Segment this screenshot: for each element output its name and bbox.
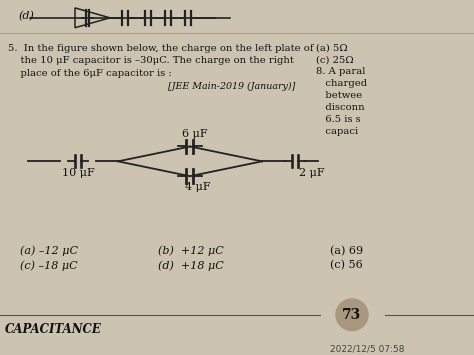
Text: the 10 μF capacitor is –30μC. The charge on the right: the 10 μF capacitor is –30μC. The charge… xyxy=(8,56,294,65)
Text: (a) 69: (a) 69 xyxy=(330,245,363,256)
Text: (b)  +12 μC: (b) +12 μC xyxy=(158,245,224,256)
Circle shape xyxy=(336,299,368,331)
Text: betwee: betwee xyxy=(316,91,362,100)
Text: 5.  In the figure shown below, the charge on the left plate of: 5. In the figure shown below, the charge… xyxy=(8,44,313,53)
Text: 10 μF: 10 μF xyxy=(62,168,95,178)
Text: 2 μF: 2 μF xyxy=(299,168,325,178)
Text: 73: 73 xyxy=(342,308,362,322)
Text: [JEE Main-2019 (January)]: [JEE Main-2019 (January)] xyxy=(168,82,295,91)
Text: (c) 56: (c) 56 xyxy=(330,260,363,271)
Text: 6 μF: 6 μF xyxy=(182,129,208,139)
Text: 2022/12/5 07:58: 2022/12/5 07:58 xyxy=(330,344,404,354)
Text: (c) –18 μC: (c) –18 μC xyxy=(20,260,78,271)
Text: charged: charged xyxy=(316,79,367,88)
Text: 6.5 is s: 6.5 is s xyxy=(316,115,361,124)
Text: 8. A paral: 8. A paral xyxy=(316,67,365,76)
Text: (a) 5Ω: (a) 5Ω xyxy=(316,44,347,53)
Text: (d)  +18 μC: (d) +18 μC xyxy=(158,260,224,271)
Text: (d): (d) xyxy=(18,11,34,21)
Text: CAPACITANCE: CAPACITANCE xyxy=(5,323,102,336)
Text: (a) –12 μC: (a) –12 μC xyxy=(20,245,78,256)
Text: place of the 6μF capacitor is :: place of the 6μF capacitor is : xyxy=(8,69,172,78)
Text: (c) 25Ω: (c) 25Ω xyxy=(316,55,354,64)
Text: disconn: disconn xyxy=(316,103,365,112)
Text: 4 μF: 4 μF xyxy=(185,182,210,192)
Text: capaci: capaci xyxy=(316,127,358,136)
